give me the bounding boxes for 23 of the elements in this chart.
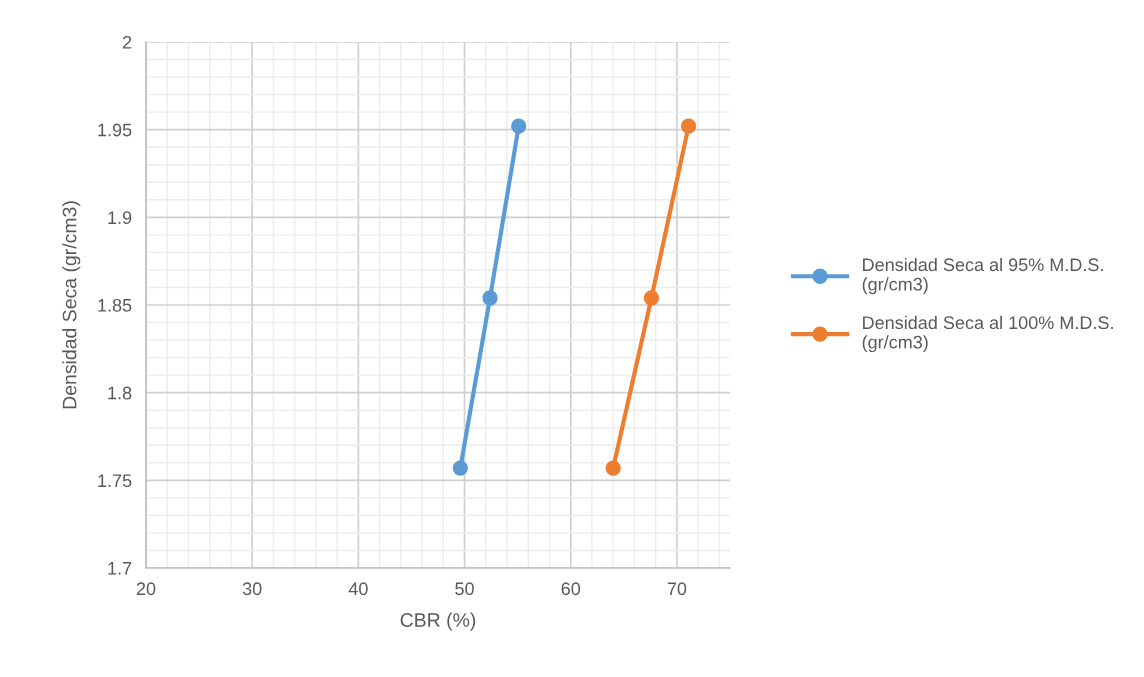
x-tick-label: 70 — [667, 582, 687, 596]
y-tick-label: 1.9 — [108, 211, 132, 225]
point — [511, 118, 527, 134]
x-tick-label: 30 — [242, 582, 262, 596]
point — [680, 118, 697, 134]
x-tick-label: 50 — [455, 582, 474, 596]
x-tick-label: 40 — [348, 582, 368, 596]
legend-label: Densidad Seca al 100% M.D.S. (gr/cm3) — [862, 315, 1113, 353]
x-tick-label: 20 — [136, 582, 156, 596]
y-tick-label: 2 — [122, 35, 132, 49]
x-axis-title: CBR (%) — [400, 612, 476, 631]
y-axis-title: Densidad Seca (gr/cm3) — [62, 201, 81, 409]
y-tick-label: 1.85 — [98, 298, 132, 312]
y-tick-label: 1.75 — [98, 474, 132, 488]
point — [482, 290, 498, 306]
x-tick-label: 60 — [561, 582, 581, 596]
y-tick-label: 1.8 — [108, 386, 132, 400]
y-tick-label: 1.95 — [98, 123, 132, 137]
y-tick-label: 1.7 — [108, 562, 132, 575]
legend-label: Densidad Seca al 95% M.D.S. (gr/cm3) — [862, 257, 1103, 295]
point — [643, 290, 660, 306]
point — [605, 460, 621, 476]
point — [452, 460, 468, 476]
